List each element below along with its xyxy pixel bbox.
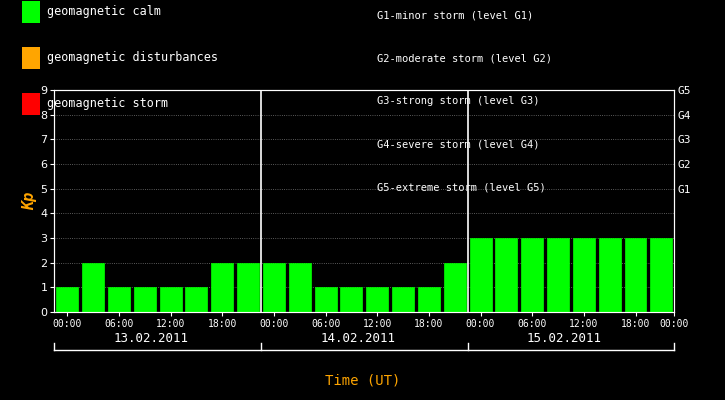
Text: geomagnetic storm: geomagnetic storm (47, 98, 168, 110)
Bar (211, 263, 233, 312)
Bar (366, 287, 388, 312)
Bar (289, 263, 311, 312)
Text: 14.02.2011: 14.02.2011 (320, 332, 395, 344)
Text: geomagnetic calm: geomagnetic calm (47, 6, 161, 18)
Text: 15.02.2011: 15.02.2011 (527, 332, 602, 344)
Bar (599, 238, 621, 312)
Bar (108, 287, 130, 312)
Bar (82, 263, 104, 312)
Bar (341, 287, 362, 312)
Bar (237, 263, 259, 312)
Y-axis label: Kp: Kp (22, 192, 38, 210)
Bar (392, 287, 414, 312)
Bar (547, 238, 569, 312)
Bar (418, 287, 440, 312)
Bar (521, 238, 543, 312)
Bar (624, 238, 647, 312)
Bar (444, 263, 465, 312)
Bar (160, 287, 181, 312)
Text: G5-extreme storm (level G5): G5-extreme storm (level G5) (377, 183, 546, 193)
Bar (263, 263, 285, 312)
Bar (186, 287, 207, 312)
Text: 13.02.2011: 13.02.2011 (114, 332, 188, 344)
Text: G2-moderate storm (level G2): G2-moderate storm (level G2) (377, 53, 552, 63)
Bar (315, 287, 336, 312)
Bar (650, 238, 672, 312)
Text: G4-severe storm (level G4): G4-severe storm (level G4) (377, 140, 539, 150)
Text: G3-strong storm (level G3): G3-strong storm (level G3) (377, 96, 539, 106)
Bar (57, 287, 78, 312)
Text: G1-minor storm (level G1): G1-minor storm (level G1) (377, 10, 534, 20)
Bar (134, 287, 156, 312)
Text: Time (UT): Time (UT) (325, 374, 400, 388)
Bar (495, 238, 518, 312)
Text: geomagnetic disturbances: geomagnetic disturbances (47, 52, 218, 64)
Bar (573, 238, 594, 312)
Bar (470, 238, 492, 312)
